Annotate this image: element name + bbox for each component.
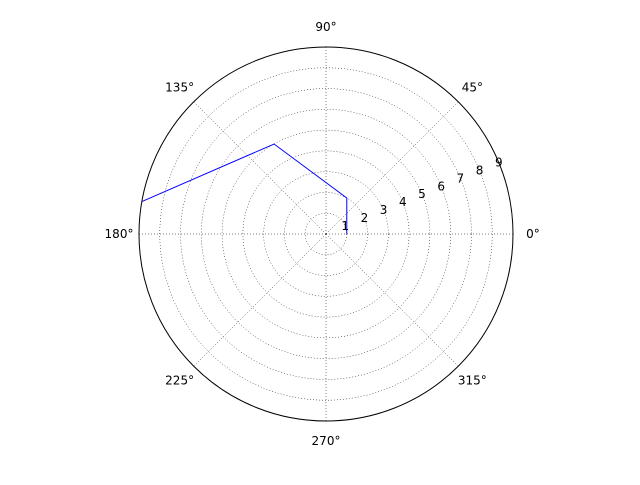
radial-tick-label: 6 xyxy=(437,179,445,193)
radial-tick-label: 7 xyxy=(457,171,465,185)
angular-gridline-45 xyxy=(326,102,458,234)
angle-tick-label: 180° xyxy=(105,227,134,241)
radial-tick-label: 3 xyxy=(380,203,388,217)
series-layer xyxy=(142,144,347,234)
angle-tick-label: 315° xyxy=(458,373,487,387)
angle-tick-label: 270° xyxy=(312,434,341,448)
radial-tick-label: 2 xyxy=(361,211,369,225)
radial-tick-label: 9 xyxy=(495,155,503,169)
radial-tick-label: 1 xyxy=(341,219,349,233)
angle-tick-label: 90° xyxy=(315,20,336,34)
radial-tick-label: 4 xyxy=(399,195,407,209)
angular-gridline-225 xyxy=(194,234,326,366)
angle-tick-label: 135° xyxy=(165,81,194,95)
angle-tick-label: 225° xyxy=(165,373,194,387)
angular-gridline-315 xyxy=(326,234,458,366)
angle-tick-label: 45° xyxy=(462,81,483,95)
angle-tick-label: 0° xyxy=(526,227,540,241)
series-line-0 xyxy=(142,144,347,234)
radial-tick-label: 5 xyxy=(418,187,426,201)
radial-tick-label: 8 xyxy=(476,163,484,177)
grid-layer xyxy=(139,47,513,421)
